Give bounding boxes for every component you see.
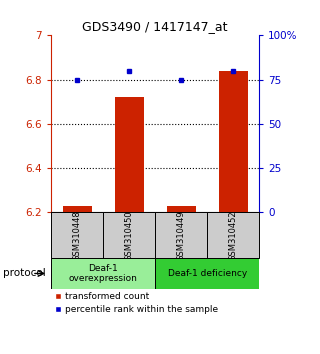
Text: Deaf-1 deficiency: Deaf-1 deficiency <box>168 269 247 278</box>
Text: GSM310450: GSM310450 <box>125 210 134 261</box>
Text: GSM310448: GSM310448 <box>73 210 82 261</box>
Bar <box>155 212 207 258</box>
Bar <box>207 212 259 258</box>
Bar <box>103 212 155 258</box>
Bar <box>155 258 259 289</box>
Bar <box>219 71 247 212</box>
Bar <box>167 206 196 212</box>
Text: protocol: protocol <box>3 268 46 279</box>
Text: GSM310452: GSM310452 <box>229 210 238 261</box>
Bar <box>63 206 92 212</box>
Legend: transformed count, percentile rank within the sample: transformed count, percentile rank withi… <box>51 289 221 317</box>
Text: GSM310449: GSM310449 <box>177 210 186 261</box>
Bar <box>115 97 143 212</box>
Title: GDS3490 / 1417147_at: GDS3490 / 1417147_at <box>83 20 228 33</box>
Bar <box>51 212 103 258</box>
Text: Deaf-1
overexpression: Deaf-1 overexpression <box>69 264 138 283</box>
Bar <box>51 258 155 289</box>
